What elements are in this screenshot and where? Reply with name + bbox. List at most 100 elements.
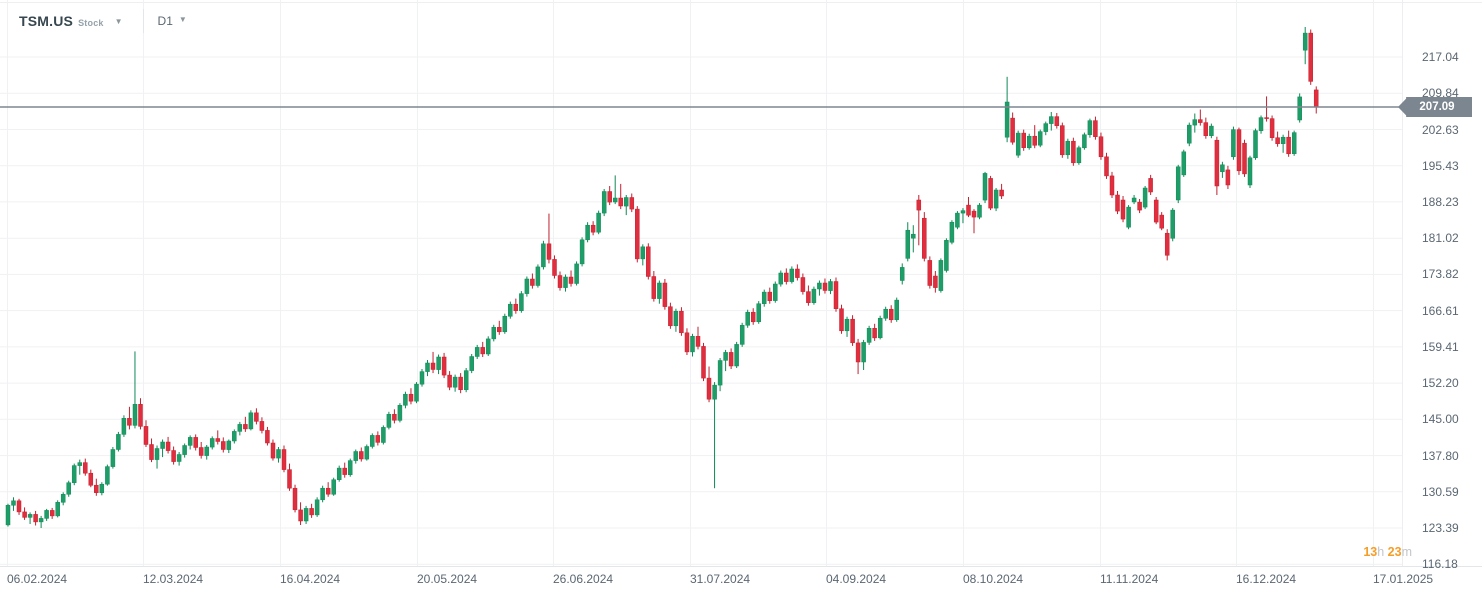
candle-body [668, 306, 673, 327]
candle-body [127, 418, 132, 426]
candle-body [1313, 89, 1319, 108]
candle-body [546, 243, 552, 260]
candle-body [209, 438, 215, 448]
candle-body [673, 310, 679, 327]
candle-body [425, 362, 430, 372]
candle-body [99, 483, 105, 494]
price-axis-label: 166.61 [1422, 303, 1459, 318]
candle-body [541, 243, 546, 268]
candle-body [933, 275, 938, 288]
candle-body [347, 460, 353, 475]
symbol-selector[interactable]: TSM.US Stock ▼ [0, 11, 129, 31]
candle-body [497, 327, 502, 333]
candle-body [717, 360, 723, 386]
countdown-hours: 13 [1363, 545, 1378, 559]
candle-body [1297, 96, 1302, 121]
candle-body [1054, 116, 1060, 126]
candle-body [143, 426, 149, 445]
candle-body [612, 197, 618, 203]
price-axis-label: 137.80 [1422, 448, 1459, 463]
candle-body [1032, 135, 1037, 146]
candle-body [55, 502, 60, 517]
candle-body [132, 404, 138, 426]
candle-body [811, 288, 817, 303]
candle-body [701, 346, 706, 379]
candle-body [485, 338, 491, 355]
candle-body [458, 376, 463, 390]
candle-body [1137, 201, 1142, 211]
candle-body [5, 505, 11, 526]
candle-body [1076, 147, 1082, 164]
candle-body [154, 448, 160, 460]
candle-body [303, 508, 309, 522]
candle-body [232, 431, 237, 442]
candle-body [452, 376, 458, 388]
candle-body [386, 414, 392, 428]
candle-body [1010, 117, 1015, 143]
candle-body [204, 446, 209, 456]
candle-body [750, 311, 756, 323]
candle-body [635, 208, 640, 260]
timeframe-selector[interactable]: D1 ▼ [150, 12, 195, 30]
candle-body [916, 199, 922, 211]
price-axis-label: 145.00 [1422, 412, 1459, 427]
candle-body [1291, 132, 1297, 154]
candle-body [894, 299, 899, 320]
candle-body [276, 449, 281, 459]
candle-body [314, 499, 320, 516]
candle-body [1231, 129, 1236, 158]
countdown-hours-unit: h [1377, 545, 1385, 559]
candle-body [149, 444, 154, 460]
candle-body [899, 267, 905, 281]
candle-body [817, 282, 822, 290]
candle-body [1131, 197, 1137, 203]
candle-body [408, 393, 414, 402]
candle-body [524, 278, 530, 294]
candle-body [1004, 101, 1010, 138]
candle-body [938, 260, 944, 291]
candle-body [629, 197, 635, 210]
candle-body [375, 435, 381, 443]
price-axis-label: 173.82 [1422, 267, 1459, 282]
candle-body [1280, 136, 1286, 144]
candle-body [1104, 156, 1109, 177]
candle-body [138, 404, 143, 427]
candle-body [1187, 124, 1192, 144]
time-axis-label: 12.03.2024 [143, 572, 204, 586]
candle-body [463, 370, 469, 390]
price-axis-label: 202.63 [1422, 122, 1459, 137]
candle-body [221, 441, 226, 450]
price-axis-label: 217.04 [1422, 50, 1459, 64]
candle-body [1043, 123, 1049, 132]
candle-body [44, 510, 49, 519]
candle-body [193, 437, 198, 448]
price-axis-label: 195.43 [1422, 158, 1459, 173]
candle-body [977, 204, 982, 218]
candle-body [1015, 132, 1021, 156]
price-axis-label: 123.39 [1422, 521, 1459, 535]
candle-body [955, 212, 960, 228]
candle-body [999, 189, 1004, 197]
price-axis-label: 116.18 [1422, 557, 1458, 572]
candle-body [982, 173, 988, 201]
chevron-down-icon: ▼ [178, 14, 187, 24]
candle-body [1308, 32, 1313, 82]
candle-body [1203, 122, 1209, 136]
candle-body [281, 449, 287, 470]
candle-body [49, 510, 55, 517]
candle-body [756, 303, 761, 323]
candle-body [966, 204, 971, 216]
candle-body [679, 310, 684, 334]
candle-body [662, 282, 668, 307]
time-axis-label: 04.09.2024 [826, 572, 887, 586]
candle-body [866, 328, 872, 343]
candle-body [646, 246, 651, 277]
candle-body [850, 318, 855, 344]
time-axis-label: 20.05.2024 [417, 572, 478, 586]
candle-body [590, 224, 596, 233]
candle-body [1126, 206, 1131, 228]
candle-body [248, 412, 254, 430]
candle-body [1214, 139, 1220, 187]
price-axis-label: 159.41 [1422, 339, 1459, 354]
